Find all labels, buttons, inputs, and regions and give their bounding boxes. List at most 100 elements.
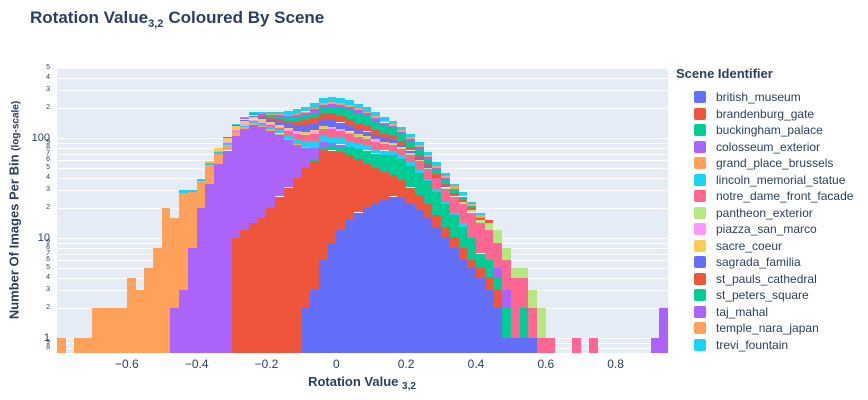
histogram-bar-segment[interactable] xyxy=(476,277,485,353)
histogram-bar-segment[interactable] xyxy=(424,169,432,179)
histogram-bar-segment[interactable] xyxy=(389,144,397,151)
histogram-bar-segment[interactable] xyxy=(467,212,476,238)
histogram-bar-segment[interactable] xyxy=(493,290,502,308)
histogram-bar-segment[interactable] xyxy=(293,132,301,134)
histogram-bar-segment[interactable] xyxy=(328,128,336,129)
histogram-bar-segment[interactable] xyxy=(424,168,432,169)
histogram-bar-segment[interactable] xyxy=(240,117,249,119)
legend-item[interactable]: buckingham_palace xyxy=(676,122,866,139)
histogram-bar-segment[interactable] xyxy=(328,113,336,121)
histogram-bar-segment[interactable] xyxy=(432,165,441,169)
histogram-bar-segment[interactable] xyxy=(363,163,371,208)
histogram-bar-segment[interactable] xyxy=(293,133,301,134)
histogram-bar-segment[interactable] xyxy=(371,139,380,141)
histogram-bar-segment[interactable] xyxy=(310,133,319,142)
histogram-bar-segment[interactable] xyxy=(354,134,363,136)
legend-item[interactable]: pantheon_exterior xyxy=(676,205,866,222)
histogram-bar-segment[interactable] xyxy=(363,131,371,137)
histogram-bar-segment[interactable] xyxy=(476,215,485,218)
histogram-bar-segment[interactable] xyxy=(214,152,223,155)
histogram-bar-segment[interactable] xyxy=(397,180,406,199)
histogram-bar-segment[interactable] xyxy=(415,147,424,150)
histogram-bar-segment[interactable] xyxy=(319,113,328,120)
histogram-bar-segment[interactable] xyxy=(397,141,406,145)
histogram-bar-segment[interactable] xyxy=(441,238,450,353)
histogram-bar-segment[interactable] xyxy=(328,150,336,243)
histogram-bar-segment[interactable] xyxy=(319,125,328,128)
histogram-bar-segment[interactable] xyxy=(249,123,258,126)
histogram-bar-segment[interactable] xyxy=(459,260,467,353)
histogram-bar-segment[interactable] xyxy=(258,115,266,116)
histogram-bar-segment[interactable] xyxy=(240,230,249,353)
legend-item[interactable]: piazza_san_marco xyxy=(676,221,866,238)
histogram-bar-segment[interactable] xyxy=(170,307,179,353)
histogram-bar-segment[interactable] xyxy=(406,134,415,138)
histogram-bar-segment[interactable] xyxy=(101,307,109,353)
histogram-bar-segment[interactable] xyxy=(293,125,301,131)
histogram-bar-segment[interactable] xyxy=(293,144,301,145)
histogram-bar-segment[interactable] xyxy=(223,137,232,138)
histogram-bar-segment[interactable] xyxy=(389,120,397,124)
histogram-bar-segment[interactable] xyxy=(57,338,66,353)
plot-area[interactable] xyxy=(57,68,668,353)
histogram-bar-segment[interactable] xyxy=(336,152,345,231)
histogram-bar-segment[interactable] xyxy=(354,108,363,111)
histogram-bar-segment[interactable] xyxy=(485,223,493,231)
histogram-bar-segment[interactable] xyxy=(397,147,406,149)
legend-item[interactable]: brandenburg_gate xyxy=(676,106,866,123)
histogram-bar-segment[interactable] xyxy=(293,114,301,118)
histogram-bar-segment[interactable] xyxy=(380,142,389,143)
histogram-bar-segment[interactable] xyxy=(266,129,275,131)
histogram-bar-segment[interactable] xyxy=(136,290,144,353)
histogram-bar-segment[interactable] xyxy=(301,115,310,120)
histogram-bar-segment[interactable] xyxy=(310,141,319,148)
histogram-bar-segment[interactable] xyxy=(493,277,502,291)
legend-item[interactable]: british_museum xyxy=(676,89,866,106)
histogram-bar-segment[interactable] xyxy=(424,154,432,157)
histogram-bar-segment[interactable] xyxy=(310,158,319,161)
histogram-bar-segment[interactable] xyxy=(363,138,371,146)
histogram-bar-segment[interactable] xyxy=(450,247,459,353)
histogram-bar-segment[interactable] xyxy=(328,146,336,151)
histogram-bar-segment[interactable] xyxy=(336,115,345,123)
histogram-bar-segment[interactable] xyxy=(336,128,345,130)
histogram-bar-segment[interactable] xyxy=(301,125,310,132)
histogram-bar-segment[interactable] xyxy=(345,133,354,134)
histogram-bar-segment[interactable] xyxy=(301,111,310,113)
histogram-bar-segment[interactable] xyxy=(328,127,336,129)
histogram-bar-segment[interactable] xyxy=(232,125,240,130)
histogram-bar-segment[interactable] xyxy=(336,130,345,131)
histogram-bar-segment[interactable] xyxy=(459,198,467,200)
histogram-bar-segment[interactable] xyxy=(406,137,415,139)
histogram-bar-segment[interactable] xyxy=(258,113,266,115)
histogram-bar-segment[interactable] xyxy=(511,268,520,278)
histogram-bar-segment[interactable] xyxy=(275,117,284,119)
histogram-bar-segment[interactable] xyxy=(441,183,450,187)
histogram-bar-segment[interactable] xyxy=(284,131,293,136)
histogram-bar-segment[interactable] xyxy=(459,223,467,227)
histogram-bar-segment[interactable] xyxy=(459,201,467,204)
histogram-bar-segment[interactable] xyxy=(406,150,415,153)
histogram-bar-segment[interactable] xyxy=(258,217,266,353)
histogram-bar-segment[interactable] xyxy=(354,148,363,150)
legend-item[interactable]: st_peters_square xyxy=(676,287,866,304)
histogram-bar-segment[interactable] xyxy=(240,120,249,124)
histogram-bar-segment[interactable] xyxy=(406,154,415,163)
histogram-bar-segment[interactable] xyxy=(363,150,371,152)
histogram-bar-segment[interactable] xyxy=(336,108,345,116)
histogram-bar-segment[interactable] xyxy=(127,277,136,353)
histogram-bar-segment[interactable] xyxy=(432,168,441,170)
histogram-bar-segment[interactable] xyxy=(319,260,328,353)
histogram-bar-segment[interactable] xyxy=(240,119,249,121)
histogram-bar-segment[interactable] xyxy=(476,268,485,278)
histogram-bar-segment[interactable] xyxy=(354,135,363,144)
histogram-bar-segment[interactable] xyxy=(371,130,380,136)
histogram-bar-segment[interactable] xyxy=(336,144,345,147)
histogram-bar-segment[interactable] xyxy=(415,154,424,158)
histogram-bar-segment[interactable] xyxy=(363,137,371,139)
histogram-bar-segment[interactable] xyxy=(415,172,424,195)
histogram-bar-segment[interactable] xyxy=(406,147,415,151)
histogram-bar-segment[interactable] xyxy=(459,226,467,248)
histogram-bar-segment[interactable] xyxy=(223,150,232,353)
histogram-bar-segment[interactable] xyxy=(162,207,170,353)
